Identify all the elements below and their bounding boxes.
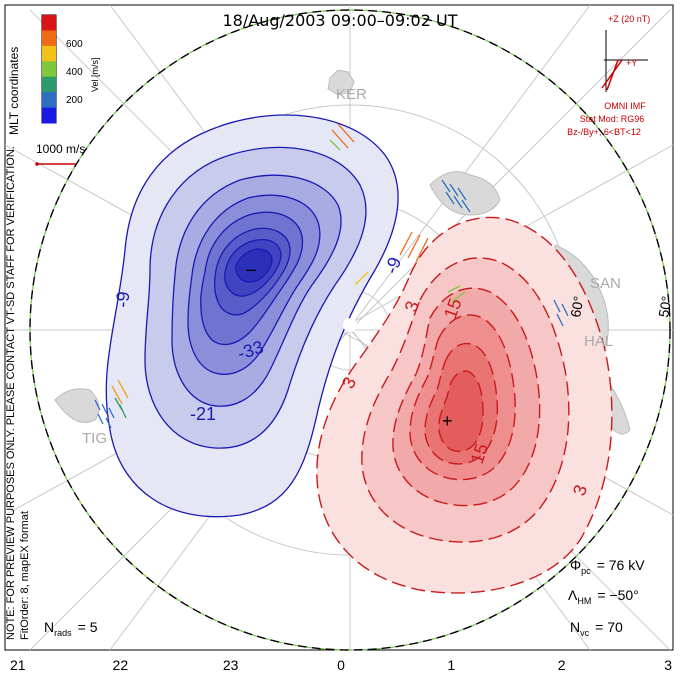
mlt-tick-label: 2 (558, 657, 566, 673)
imf-y-label: +Y (626, 58, 637, 68)
mlt-tick-label: 22 (113, 657, 129, 673)
imf-stat-mod: Stat Mod: RG96 (580, 114, 645, 124)
n-vc-stat: Nvc = 70 (570, 619, 623, 638)
colorbar-swatch (42, 45, 56, 62)
radar-label-san: SAN (590, 275, 621, 292)
mlt-tick-label: 0 (337, 657, 345, 673)
colorbar-swatch (42, 107, 56, 124)
potential-maximum-marker: + (442, 411, 453, 431)
mlt-tick-label: 21 (10, 657, 26, 673)
phi-pc-stat: Φpc = 76 kV (570, 557, 645, 576)
latitude-label-50: 50° (655, 295, 674, 319)
harang-boundary-green (29, 9, 671, 651)
mlt-axis: 21 22 23 0 1 2 3 (10, 657, 672, 673)
velocity-colorbar: 600 400 200 Vel [m/s] (41, 14, 100, 124)
colorbar-label: Vel [m/s] (90, 57, 100, 92)
n-rads-stat: Nrads = 5 (44, 619, 98, 638)
radar-label-tig: TIG (82, 430, 107, 447)
contour-label-neg-9-left: -9 (112, 291, 133, 309)
map-title: 18/Aug/2003 09:00–09:02 UT (223, 11, 458, 30)
radar-label-hal: HAL (584, 333, 613, 350)
coordinate-label: MLT coordinates (7, 47, 21, 135)
lambda-hm-stat: ΛHM = −50° (568, 587, 639, 606)
colorbar-swatch (42, 30, 56, 47)
pole-marker (343, 318, 357, 332)
contour-label-neg-9-right: -9 (381, 254, 405, 276)
colorbar-tick-400: 400 (66, 67, 83, 78)
mlt-tick-label: 3 (664, 657, 672, 673)
imf-condition: Bz-/By+, 6<BT<12 (567, 127, 641, 137)
harang-boundary-black (29, 9, 671, 651)
colorbar-swatch (42, 76, 56, 93)
imf-z-label: +Z (20 nT) (608, 14, 650, 24)
velocity-vectors (94, 123, 569, 429)
colorbar-tick-600: 600 (66, 39, 83, 50)
velocity-scale-origin (35, 162, 39, 166)
potential-minimum-marker: – (246, 259, 256, 279)
colorbar-swatch (42, 15, 56, 31)
mlt-tick-label: 23 (223, 657, 239, 673)
preview-note: NOTE: FOR PREVIEW PURPOSES ONLY. PLEASE … (5, 146, 17, 640)
imf-source: OMNI IMF (604, 101, 646, 111)
radar-label-ker: KER (336, 86, 367, 103)
colorbar-swatch (42, 61, 56, 78)
imf-clock (601, 30, 648, 92)
fit-order: FitOrder: 8, mapEX format (19, 511, 31, 640)
velocity-scale-label: 1000 m/s (36, 142, 85, 156)
mlt-tick-label: 1 (447, 657, 455, 673)
contour-label-neg-21: -21 (190, 404, 216, 424)
negative-potential-cell (105, 114, 399, 518)
positive-potential-cell (316, 216, 613, 594)
latitude-label-60: 60° (567, 295, 586, 319)
colorbar-tick-200: 200 (66, 95, 83, 106)
colorbar-swatch (42, 92, 56, 109)
stats-panel: Φpc = 76 kV ΛHM = −50° Nvc = 70 Nrads = 5 (44, 557, 645, 638)
